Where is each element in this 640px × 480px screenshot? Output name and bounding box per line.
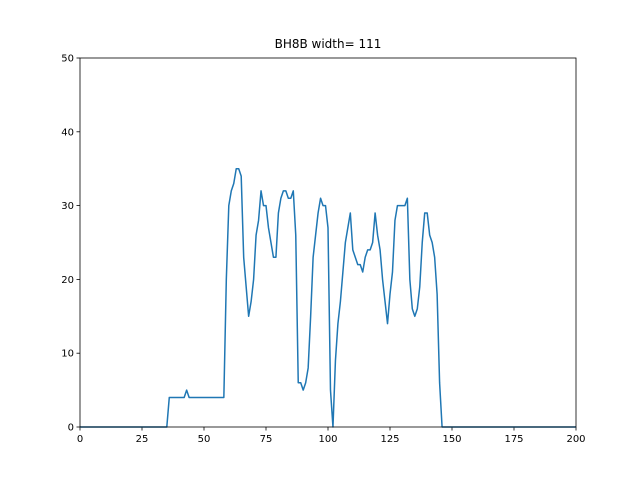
y-tick-label: 40	[61, 127, 74, 138]
x-tick-label: 50	[198, 434, 211, 445]
y-tick-label: 10	[61, 349, 74, 360]
x-tick-label: 200	[566, 434, 585, 445]
y-tick-label: 50	[61, 54, 74, 65]
x-tick-label: 175	[504, 434, 523, 445]
x-tick-label: 125	[380, 434, 399, 445]
y-tick-label: 30	[61, 201, 74, 212]
x-tick-label: 0	[77, 434, 83, 445]
plot-frame	[79, 57, 577, 428]
y-tick-label: 0	[68, 423, 74, 434]
x-tick-label: 100	[318, 434, 337, 445]
x-tick-label: 25	[136, 434, 149, 445]
chart-title: BH8B width= 111	[275, 37, 382, 51]
x-tick-label: 75	[260, 434, 273, 445]
x-tick-label: 150	[442, 434, 461, 445]
y-tick-label: 20	[61, 275, 74, 286]
data-line	[80, 167, 576, 428]
